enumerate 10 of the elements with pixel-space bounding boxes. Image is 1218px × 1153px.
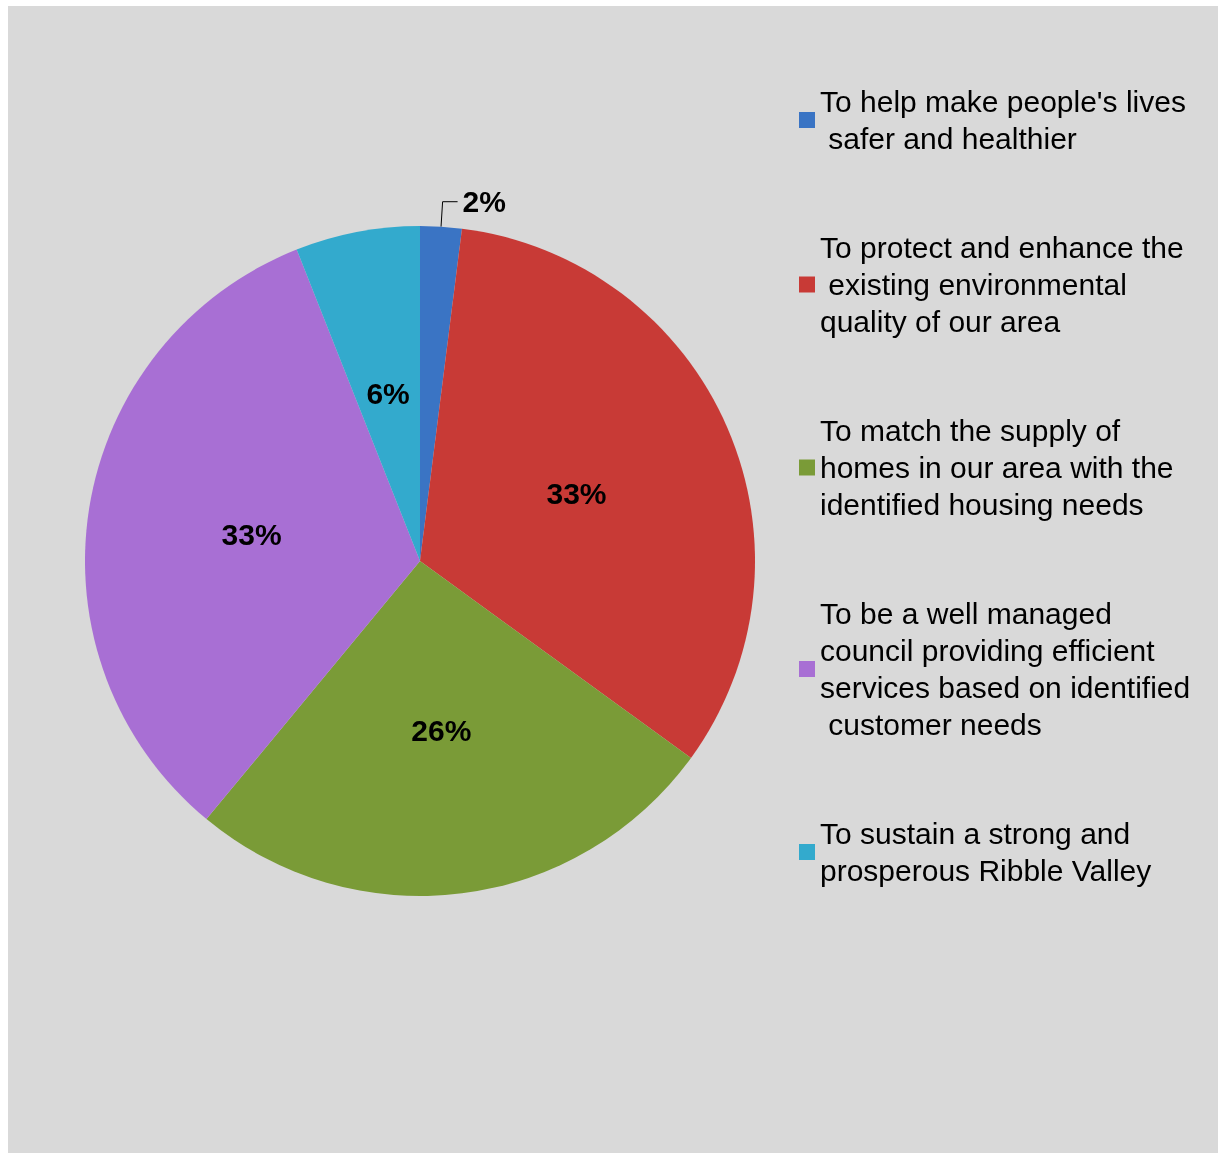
data-label: 2% [462, 185, 506, 219]
legend-label: To match the supply of homes in our area with the identified housing needs [820, 414, 1182, 521]
data-label: 26% [411, 713, 472, 747]
data-label: 33% [546, 476, 607, 510]
legend-label: To help make people's lives safer and healthier [820, 85, 1186, 155]
data-label: 33% [221, 517, 282, 551]
legend-label: To be a well managed council providing efficient services based on identified customer needs [820, 597, 1191, 741]
data-label: 6% [366, 377, 410, 411]
legend-label: To sustain a strong and prosperous Ribble Valley [820, 817, 1152, 887]
legend-label: To protect and enhance the existing environmental quality of our area [820, 231, 1184, 338]
